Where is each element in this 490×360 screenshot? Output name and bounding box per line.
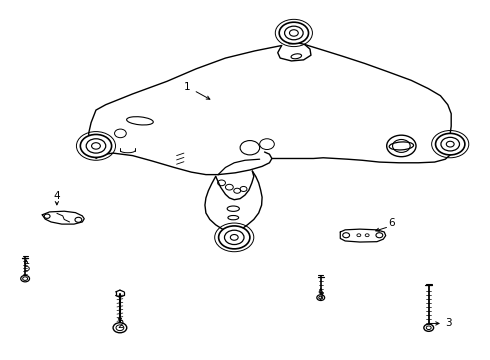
Text: 1: 1 [184, 82, 191, 92]
Circle shape [219, 226, 250, 249]
Circle shape [436, 134, 465, 155]
Circle shape [317, 295, 325, 301]
Circle shape [279, 22, 309, 44]
Text: 2: 2 [117, 320, 123, 330]
Text: 3: 3 [445, 319, 452, 328]
Circle shape [80, 134, 112, 157]
Circle shape [113, 323, 127, 333]
Circle shape [21, 275, 29, 282]
Text: 6: 6 [388, 218, 395, 228]
Text: 7: 7 [318, 292, 324, 302]
Text: 4: 4 [53, 191, 60, 201]
Text: 5: 5 [23, 263, 29, 273]
Circle shape [424, 324, 434, 331]
